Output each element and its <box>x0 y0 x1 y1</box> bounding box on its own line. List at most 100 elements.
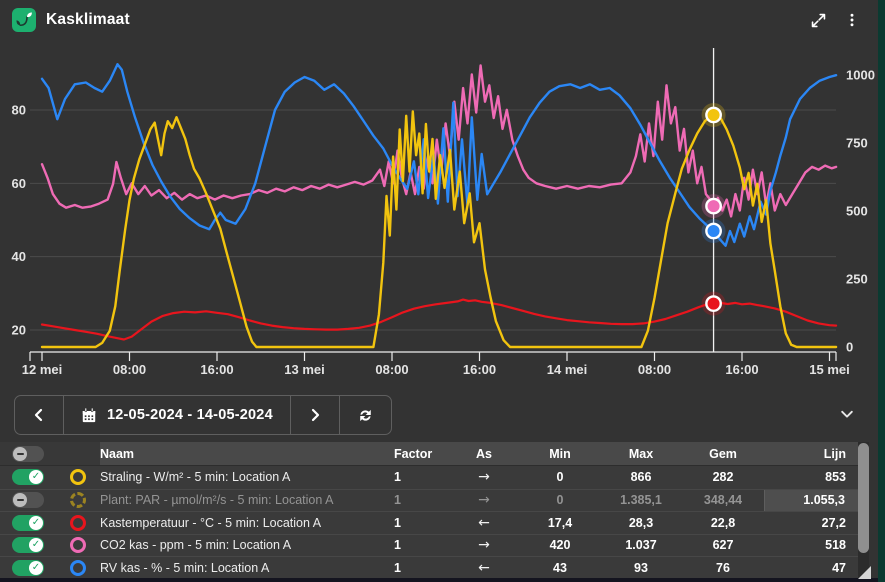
crosshair-marker-co2-kas <box>705 197 722 215</box>
series-toggle-cell: ✓ <box>0 514 56 531</box>
date-range-button[interactable]: 12-05-2024 - 14-05-2024 <box>64 396 291 434</box>
calendar-icon <box>82 407 96 423</box>
right-axis-tick-label: 750 <box>846 136 868 151</box>
widget-title: Kasklimaat <box>46 11 130 28</box>
series-visibility-toggle[interactable]: ✓ <box>12 537 44 554</box>
series-color-cell <box>56 469 100 486</box>
series-color-cell <box>56 492 100 509</box>
series-gem: 627 <box>712 538 734 553</box>
series-row: ✓ CO2 kas - ppm - 5 min: Location A 1 → 420 1… <box>0 533 864 556</box>
series-factor: 1 <box>394 493 401 508</box>
series-color-ring-icon <box>70 559 86 576</box>
x-axis-tick-label: 08:00 <box>375 362 408 377</box>
x-axis-tick-label: 08:00 <box>113 362 146 377</box>
series-color-ring-icon <box>70 469 86 486</box>
series-min: 0 <box>556 493 564 508</box>
series-gem: 348,44 <box>703 493 743 508</box>
compare-periods-button[interactable] <box>340 396 391 434</box>
left-axis-tick-label: 20 <box>12 323 26 338</box>
series-toggle-cell <box>0 492 56 509</box>
series-lijn: 518 <box>825 538 846 553</box>
master-series-toggle[interactable] <box>12 445 44 462</box>
series-axis-direction: → <box>478 537 490 554</box>
series-max: 1.385,1 <box>620 493 662 508</box>
resize-handle[interactable] <box>858 566 871 579</box>
series-gem: 76 <box>716 560 730 575</box>
series-toggle-cell: ✓ <box>0 469 56 486</box>
series-visibility-toggle[interactable]: ✓ <box>12 514 44 531</box>
x-axis-tick-label: 16:00 <box>200 362 233 377</box>
next-period-button[interactable] <box>291 396 340 434</box>
series-toggle-cell: ✓ <box>0 537 56 554</box>
series-line-straling <box>40 110 838 349</box>
menu-kebab-button[interactable] <box>838 6 866 34</box>
chevron-right-icon <box>311 408 319 422</box>
series-name: Plant: PAR - µmol/m²/s - 5 min: Location… <box>100 493 334 508</box>
app-logo-icon <box>12 8 36 32</box>
series-min: 420 <box>549 538 571 553</box>
left-axis-tick-label: 60 <box>12 176 26 191</box>
left-axis-tick-label: 80 <box>12 103 26 118</box>
col-header-max: Max <box>628 446 654 461</box>
date-range-controls: 12-05-2024 - 14-05-2024 <box>14 395 392 435</box>
series-lijn: 47 <box>832 560 846 575</box>
series-max: 866 <box>630 470 652 485</box>
x-axis-tick-label: 08:00 <box>638 362 671 377</box>
x-axis-tick-label: 14 mei <box>547 362 587 377</box>
series-min: 43 <box>553 560 567 575</box>
prev-period-button[interactable] <box>15 396 64 434</box>
x-axis-tick-label: 16:00 <box>463 362 496 377</box>
series-name: CO2 kas - ppm - 5 min: Location A <box>100 538 292 553</box>
right-axis-tick-label: 1000 <box>846 68 875 83</box>
series-axis-direction: → <box>478 469 490 486</box>
series-lijn: 1.055,3 <box>764 489 864 511</box>
series-color-ring-icon <box>70 537 86 554</box>
series-factor: 1 <box>394 560 401 575</box>
series-color-cell <box>56 514 100 531</box>
compare-periods-icon <box>360 409 371 421</box>
series-toggle-cell: ✓ <box>0 559 56 576</box>
series-axis-direction: → <box>478 492 490 509</box>
series-visibility-toggle[interactable] <box>12 492 44 509</box>
x-axis-tick-label: 13 mei <box>284 362 324 377</box>
series-line-rv-kas <box>40 63 838 247</box>
series-gem: 22,8 <box>710 515 736 530</box>
series-row: Plant: PAR - µmol/m²/s - 5 min: Location… <box>0 488 864 511</box>
series-gem: 282 <box>712 470 734 485</box>
expand-button[interactable] <box>804 6 832 34</box>
series-visibility-toggle[interactable]: ✓ <box>12 469 44 486</box>
series-lijn: 853 <box>825 470 846 485</box>
col-header-naam: Naam <box>100 446 135 461</box>
series-name: RV kas - % - 5 min: Location A <box>100 560 270 575</box>
series-table: Naam Factor As Min Max Gem Lijn ✓ Stralin… <box>0 442 864 579</box>
right-axis-tick-label: 0 <box>846 340 853 355</box>
series-lijn: 27,2 <box>821 515 846 530</box>
crosshair-marker-rv-kas <box>705 222 722 240</box>
right-axis-tick-label: 500 <box>846 204 868 219</box>
right-axis-tick-label: 250 <box>846 272 868 287</box>
col-header-min: Min <box>549 446 571 461</box>
col-header-gem: Gem <box>709 446 737 461</box>
series-color-cell <box>56 537 100 554</box>
series-factor: 1 <box>394 470 401 485</box>
date-range-label: 12-05-2024 - 14-05-2024 <box>107 407 273 423</box>
series-row: ✓ Straling - W/m² - 5 min: Location A 1 → 0 8… <box>0 466 864 489</box>
collapse-chart-button[interactable] <box>834 401 860 427</box>
crosshair-marker-kastemperatuur <box>705 295 722 312</box>
series-row: ✓ RV kas - % - 5 min: Location A 1 ← 43 93 76 4… <box>0 556 864 579</box>
series-min: 17,4 <box>547 515 573 530</box>
x-axis-tick-label: 12 mei <box>22 362 62 377</box>
series-axis-direction: ← <box>478 559 490 576</box>
series-factor: 1 <box>394 515 401 530</box>
table-scrollbar-thumb[interactable] <box>858 443 869 553</box>
series-axis-direction: ← <box>478 514 490 531</box>
crosshair-marker-straling <box>705 106 722 124</box>
col-header-factor: Factor <box>394 446 433 461</box>
series-color-cell <box>56 559 100 576</box>
series-visibility-toggle[interactable]: ✓ <box>12 559 44 576</box>
chart-toolbar: 12-05-2024 - 14-05-2024 <box>0 392 878 438</box>
bottom-edge <box>0 578 878 582</box>
chevron-down-icon <box>841 410 853 418</box>
climate-chart[interactable]: 20 40 60 80 0 250 500 750 1000 12 mei 08:00 16:00 13… <box>0 40 878 392</box>
